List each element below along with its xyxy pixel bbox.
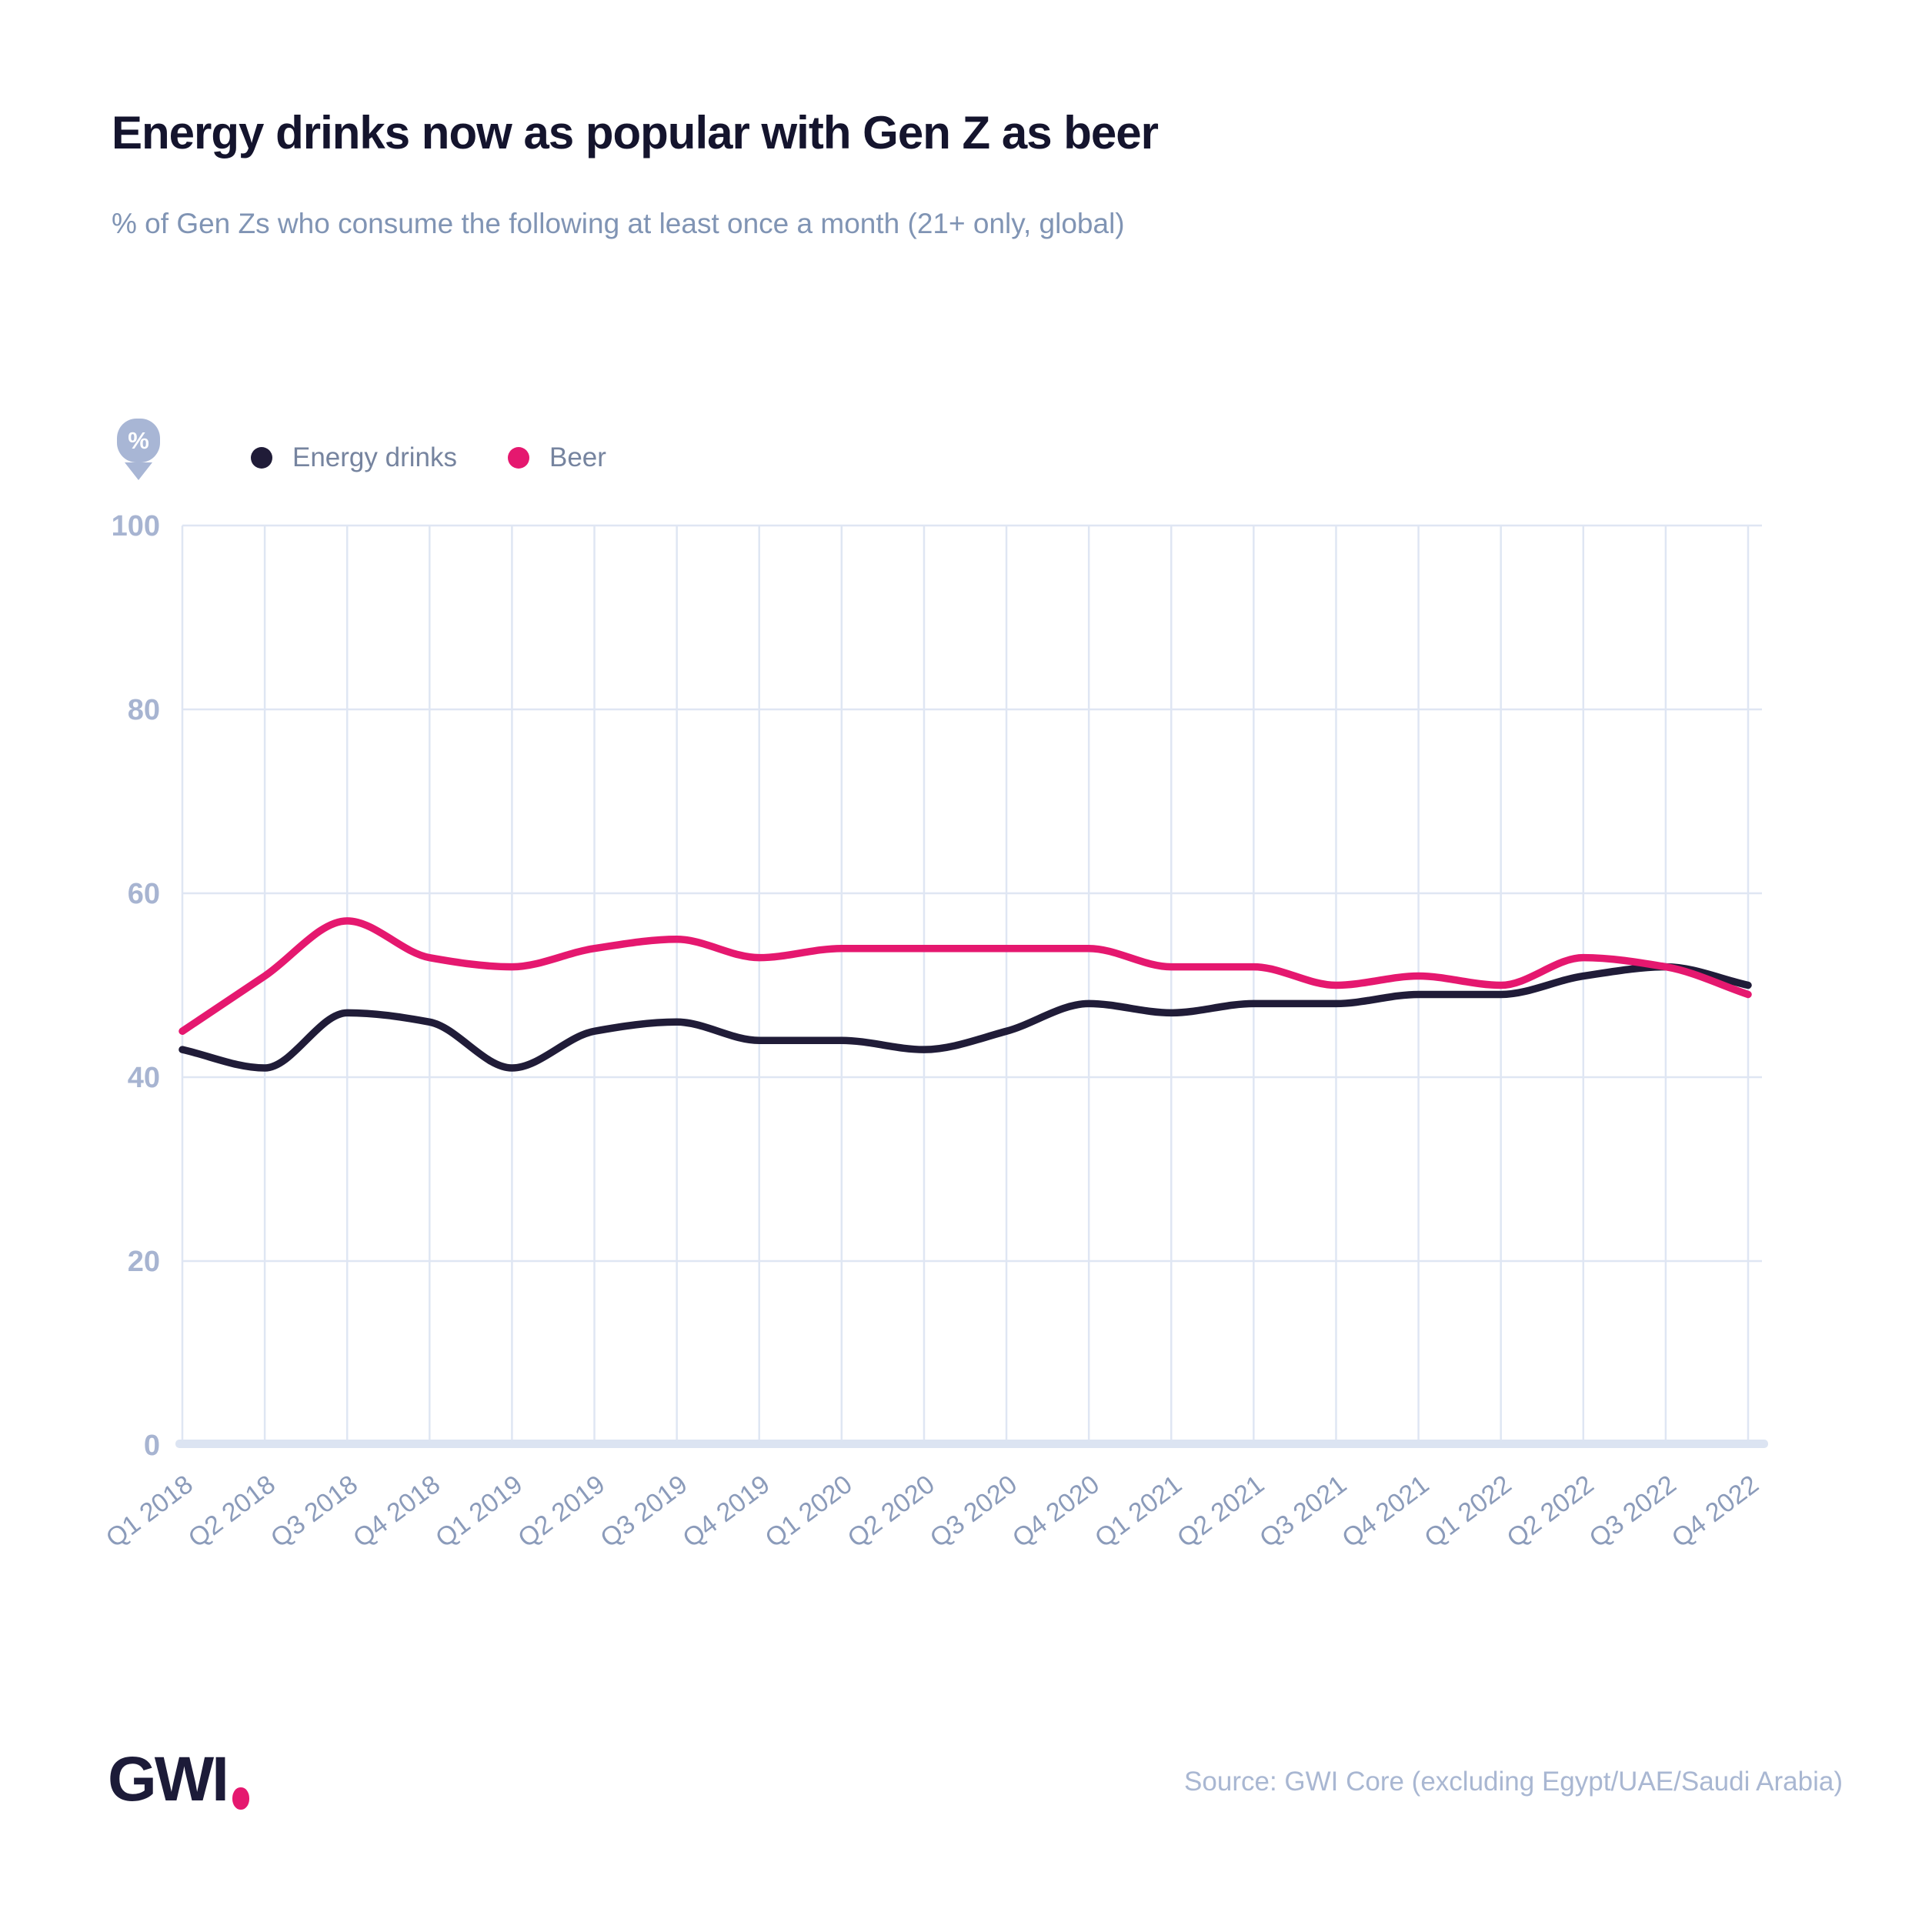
percent-pin-tail-icon (125, 462, 152, 480)
x-tick-label: Q2 2021 (1172, 1470, 1270, 1553)
legend-item-energy-drinks: Energy drinks (251, 442, 457, 473)
x-tick-label: Q3 2020 (925, 1470, 1023, 1553)
x-tick-label: Q4 2022 (1667, 1470, 1764, 1553)
legend-dot-icon (251, 447, 272, 469)
source-note: Source: GWI Core (excluding Egypt/UAE/Sa… (1184, 1767, 1843, 1797)
x-tick-label: Q3 2021 (1254, 1470, 1352, 1553)
x-tick-label: Q4 2018 (348, 1470, 445, 1553)
x-tick-label: Q1 2020 (760, 1470, 858, 1553)
series-line-beer (179, 917, 1752, 1035)
x-tick-label: Q1 2022 (1419, 1470, 1517, 1553)
x-tick-label: Q4 2021 (1336, 1470, 1434, 1553)
x-axis-baseline (175, 1440, 1768, 1448)
y-tick-label: 80 (128, 694, 160, 726)
x-tick-label: Q2 2020 (843, 1470, 940, 1553)
series-line-energy-drinks (179, 963, 1752, 1072)
chart-legend: Energy drinks Beer (251, 442, 606, 473)
legend-dot-icon (507, 447, 529, 469)
x-tick-label: Q3 2018 (265, 1470, 363, 1553)
gwi-logo: GWI (108, 1748, 249, 1811)
legend-label: Beer (549, 442, 606, 472)
x-tick-label: Q1 2018 (101, 1470, 199, 1553)
y-tick-label: 20 (128, 1246, 160, 1278)
x-tick-label: Q3 2019 (595, 1470, 692, 1553)
y-tick-label: 0 (144, 1430, 160, 1462)
x-tick-label: Q4 2020 (1007, 1470, 1105, 1553)
gwi-logo-dot-icon (232, 1787, 249, 1810)
gwi-logo-text: GWI (108, 1744, 229, 1814)
legend-item-beer: Beer (507, 442, 606, 473)
x-tick-label: Q2 2018 (183, 1470, 281, 1553)
y-tick-label: 60 (128, 878, 160, 910)
x-tick-label: Q1 2019 (430, 1470, 528, 1553)
legend-label: Energy drinks (292, 442, 457, 472)
chart-title: Energy drinks now as popular with Gen Z … (112, 107, 1159, 158)
x-tick-label: Q2 2019 (512, 1470, 610, 1553)
chart-subtitle: % of Gen Zs who consume the following at… (112, 208, 1125, 239)
percent-pin-icon: % (117, 419, 160, 462)
x-tick-label: Q2 2022 (1502, 1470, 1600, 1553)
x-tick-label: Q4 2019 (677, 1470, 775, 1553)
x-tick-label: Q3 2022 (1584, 1470, 1682, 1553)
x-tick-label: Q1 2021 (1089, 1470, 1187, 1553)
y-tick-label: 40 (128, 1062, 160, 1094)
percent-symbol: % (128, 426, 149, 454)
y-tick-label: 100 (112, 510, 160, 542)
